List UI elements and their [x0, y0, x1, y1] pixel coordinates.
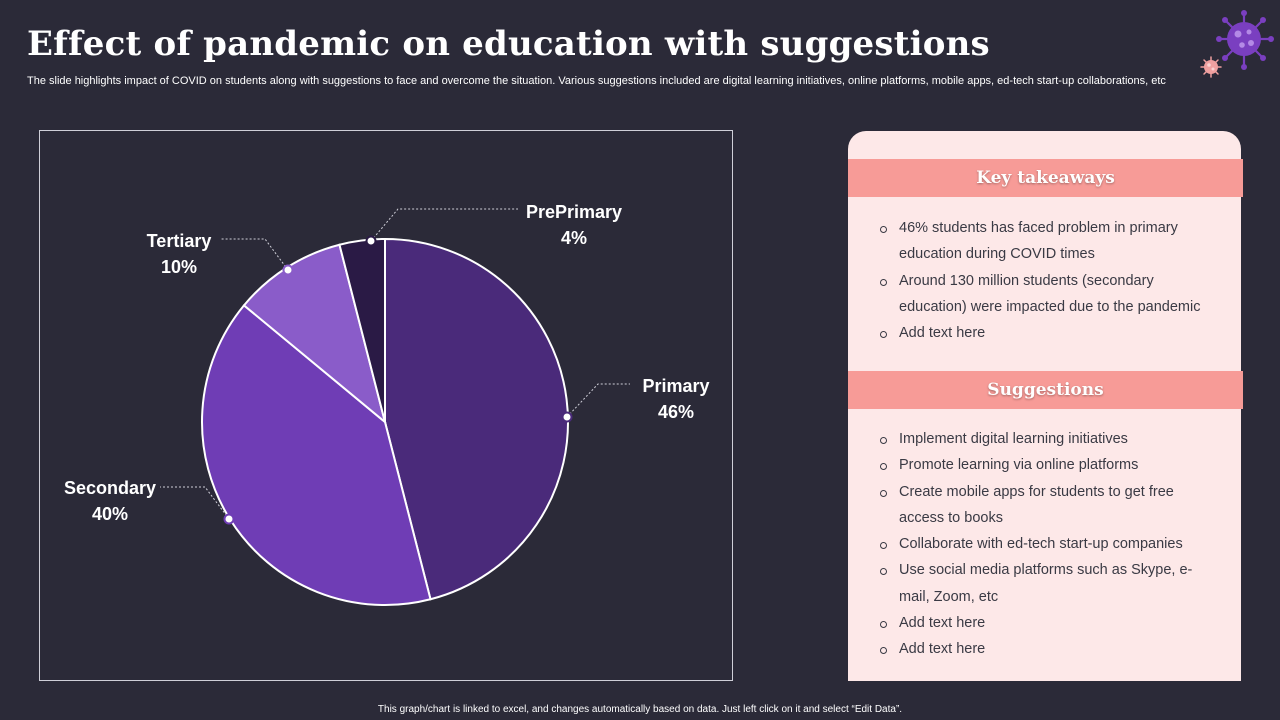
pie-label-preprimary: PrePrimary 4%	[526, 199, 622, 251]
list-item: Add text here	[878, 610, 1218, 636]
list-item: Create mobile apps for students to get f…	[878, 479, 1218, 532]
pie-label-value: 46%	[657, 402, 695, 422]
pie-slice-preprimary[interactable]	[338, 237, 386, 423]
list-item: Collaborate with ed-tech start-up compan…	[878, 531, 1218, 557]
pie-label-name: Tertiary	[146, 231, 212, 251]
pie-chart[interactable]	[40, 131, 734, 682]
pie-label-name: PrePrimary	[525, 202, 623, 222]
list-item: Add text here	[878, 320, 1218, 346]
pie-label-secondary: Secondary 40%	[64, 475, 156, 527]
list-item: Implement digital learning initiatives	[878, 426, 1218, 452]
suggestions-header: Suggestions	[848, 371, 1243, 409]
pie-label-primary: Primary 46%	[642, 373, 709, 425]
pie-label-value: 40%	[91, 504, 129, 524]
list-item: Around 130 million students (secondary e…	[878, 268, 1218, 321]
suggestions-list: Implement digital learning initiatives Pr…	[878, 426, 1218, 663]
leader-dot-tertiary	[282, 264, 294, 276]
pie-slice-primary[interactable]	[384, 237, 569, 601]
leader-line-preprimary	[370, 208, 518, 242]
virus-icon	[1200, 10, 1274, 78]
leader-dot-primary	[561, 411, 573, 423]
leader-line-secondary	[160, 486, 230, 520]
page-title: Effect of pandemic on education with sug…	[27, 24, 990, 64]
list-item: Add text here	[878, 636, 1218, 662]
pie-label-value: 10%	[160, 257, 198, 277]
pie-label-name: Primary	[642, 376, 710, 396]
list-item: Use social media platforms such as Skype…	[878, 557, 1218, 610]
chart-footnote: This graph/chart is linked to excel, and…	[377, 704, 903, 715]
list-item: 46% students has faced problem in primar…	[878, 215, 1218, 268]
page-subtitle: The slide highlights impact of COVID on …	[27, 75, 1166, 87]
leader-dot-secondary	[223, 513, 235, 525]
leader-line-tertiary	[220, 238, 289, 271]
chart-frame[interactable]: Primary 46% Secondary 40% Tertiary 10% PrePrim…	[39, 130, 733, 681]
pie-label-tertiary: Tertiary 10%	[147, 228, 212, 280]
pie-slices	[201, 237, 569, 606]
key-takeaways-header: Key takeaways	[848, 159, 1243, 197]
pie-label-value: 4%	[560, 228, 588, 248]
pie-label-name: Secondary	[63, 478, 157, 498]
key-takeaways-list: 46% students has faced problem in primar…	[878, 215, 1218, 346]
info-panel: Key takeaways 46% students has faced pro…	[848, 131, 1243, 681]
leader-dot-preprimary	[365, 235, 377, 247]
list-item: Promote learning via online platforms	[878, 452, 1218, 478]
leader-line-primary	[566, 383, 630, 418]
